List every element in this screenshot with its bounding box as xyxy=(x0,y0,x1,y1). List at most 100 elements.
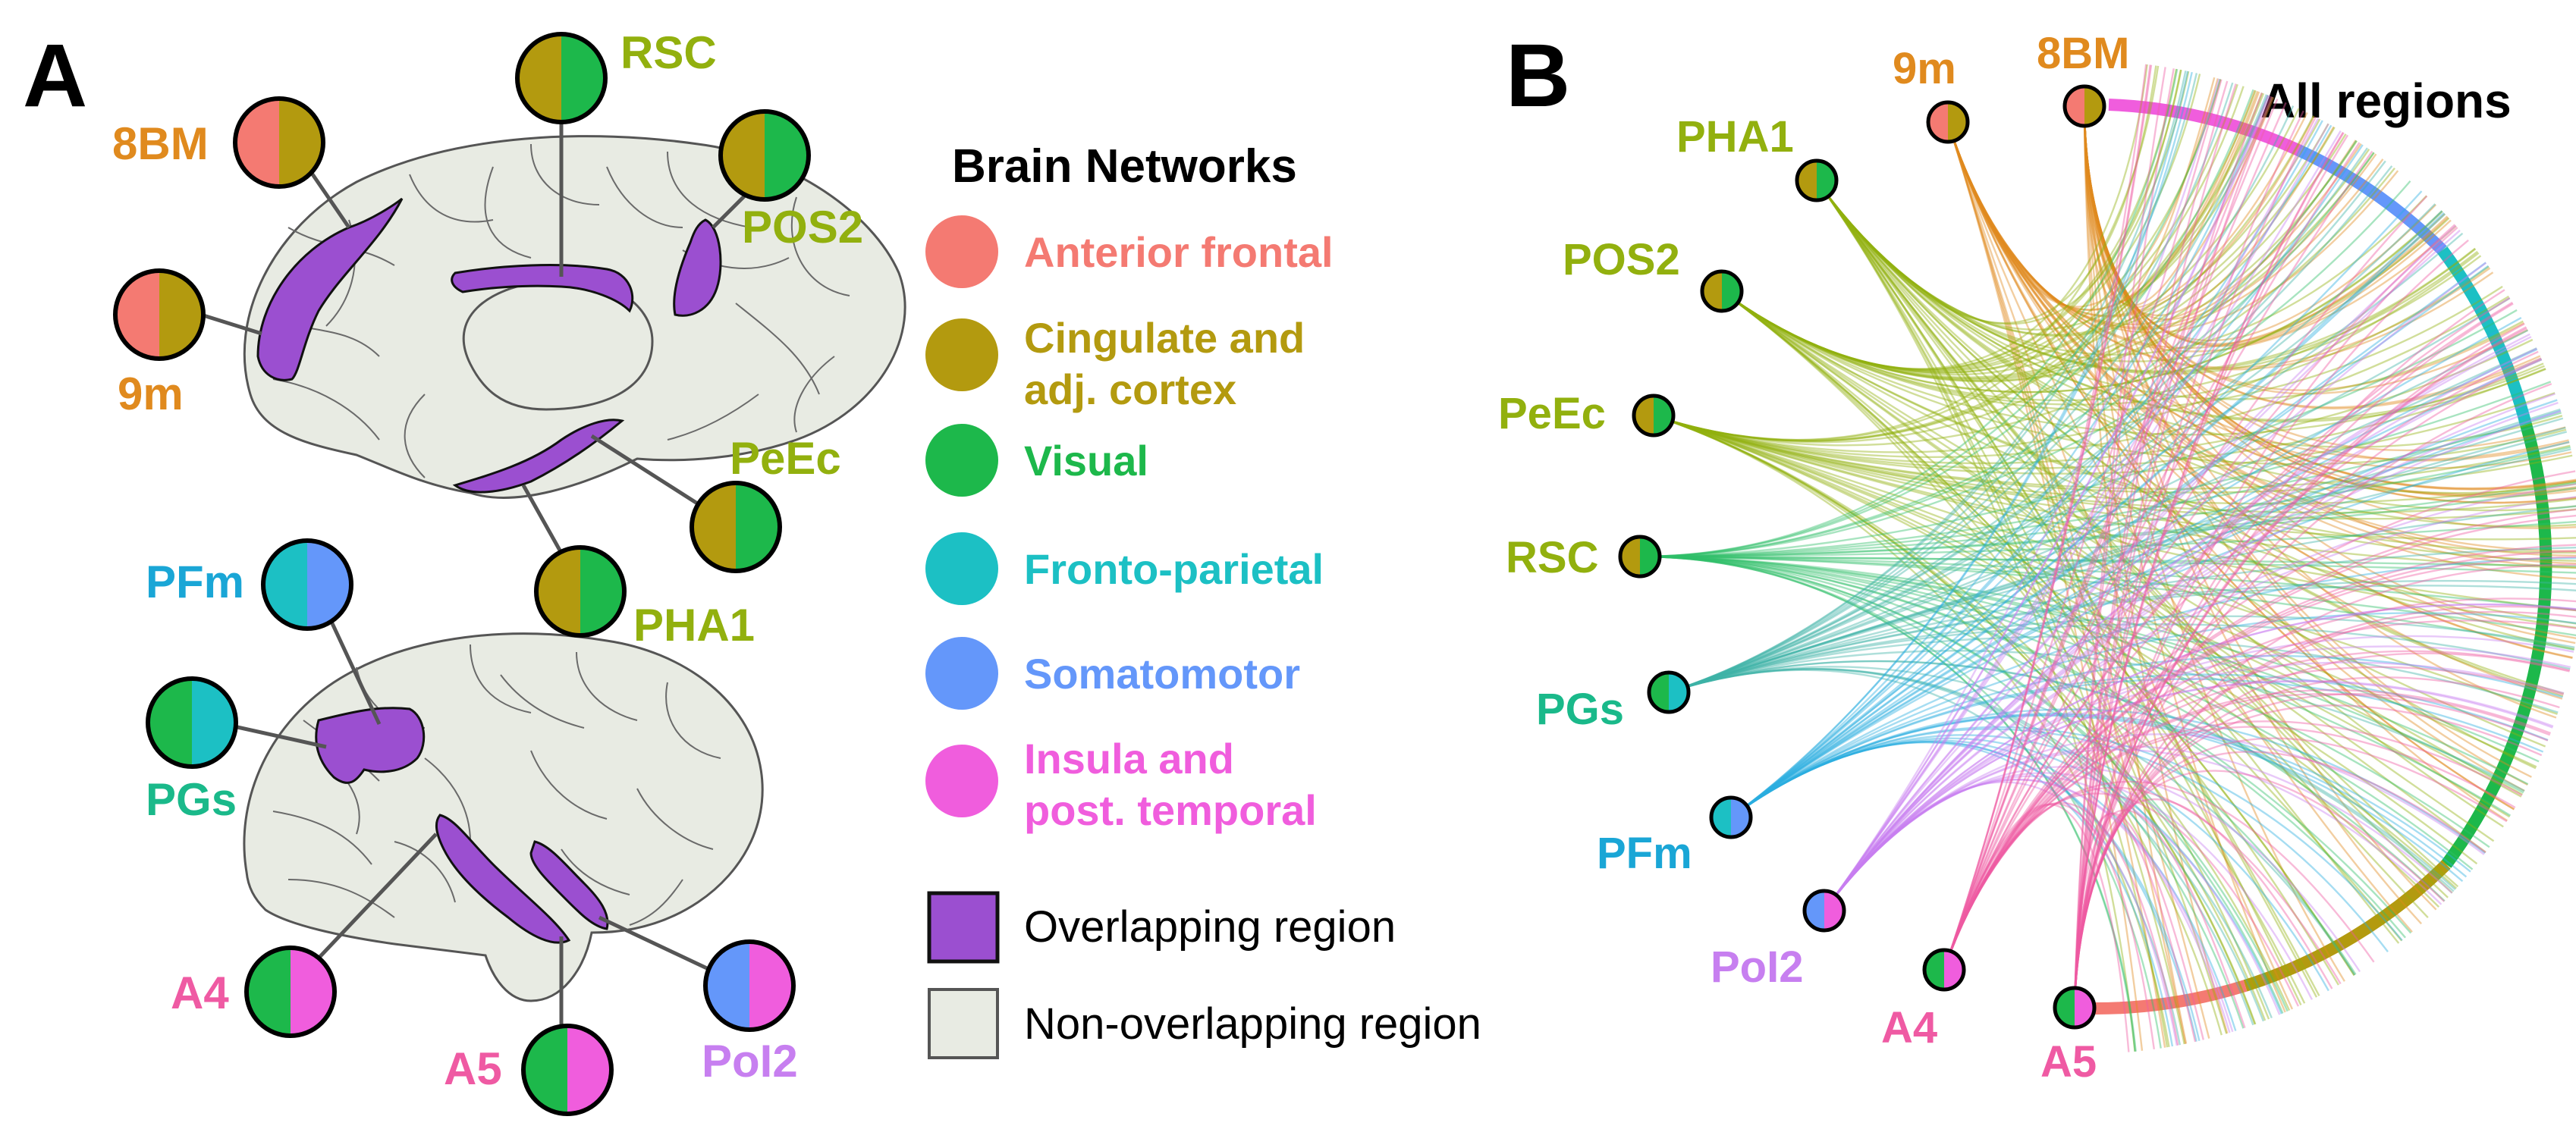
chord-link xyxy=(1653,414,2256,1025)
chord-link xyxy=(1639,381,2552,558)
chord-link xyxy=(1721,210,2443,394)
legend: Brain Networks Anterior frontal Cingulat… xyxy=(925,140,1481,1059)
chord-link xyxy=(1946,121,2525,792)
chord-link xyxy=(2073,812,2204,1040)
chord-link xyxy=(1824,333,2530,911)
all-regions-label: All regions xyxy=(2260,74,2512,128)
chord-link xyxy=(1639,555,2576,574)
chord-link xyxy=(1653,414,2440,908)
chord-link xyxy=(1824,95,2270,911)
chord-link xyxy=(1816,180,2476,372)
chord-link xyxy=(1816,180,2576,528)
chord-link xyxy=(2083,105,2437,342)
b-label-pos2: POS2 xyxy=(1563,235,1680,284)
chord-link xyxy=(1730,348,2538,818)
b-label-8bm: 8BM xyxy=(2037,29,2129,78)
chord-link xyxy=(1653,414,2537,768)
chord-link xyxy=(1639,555,2576,567)
chord-link xyxy=(2073,80,2229,1008)
node-pfm xyxy=(261,538,353,631)
chord-link xyxy=(1639,89,2254,558)
chord-link xyxy=(1653,414,2576,520)
chord-link xyxy=(1721,290,2546,748)
chord-link xyxy=(2083,105,2528,395)
chord-link xyxy=(1653,414,2571,490)
chord-link xyxy=(1943,508,2576,971)
chord-link xyxy=(1721,210,2443,394)
b-node-a5 xyxy=(2053,986,2097,1030)
chord-link xyxy=(1653,414,2558,715)
chord-link xyxy=(1653,71,2190,441)
chord-link xyxy=(1668,615,2575,694)
chord-link xyxy=(1668,203,2436,694)
b-node-pol2 xyxy=(1802,889,1846,933)
node-rsc xyxy=(515,32,608,124)
chord-link xyxy=(1943,801,2179,1046)
chord-link xyxy=(1730,71,2189,818)
chord-link xyxy=(1730,654,2563,818)
chord-link xyxy=(1730,728,2389,952)
chord-link xyxy=(1946,121,2294,1010)
chord-link xyxy=(1824,645,2571,911)
b-label-pha1: PHA1 xyxy=(1676,112,1794,162)
chord-link xyxy=(1946,121,2457,353)
chord-link xyxy=(1946,121,2576,557)
chord-link xyxy=(1730,673,2549,818)
chord-link xyxy=(1721,140,2358,381)
chord-link xyxy=(1946,121,2572,469)
chord-link xyxy=(1730,742,2174,1047)
chord-link xyxy=(1824,680,2553,911)
chord-link xyxy=(1639,180,2411,558)
chord-link xyxy=(1668,329,2529,694)
chord-link xyxy=(2083,105,2576,639)
chord-link xyxy=(1946,121,2576,495)
chord-link xyxy=(1824,778,2234,1033)
chord-link xyxy=(1639,555,2357,975)
chord-link xyxy=(1639,555,2574,651)
chord-link xyxy=(1639,412,2562,558)
b-label-9m: 9m xyxy=(1893,44,1956,93)
chord-link xyxy=(1824,635,2574,911)
chord-link xyxy=(2083,105,2566,452)
legend-label-overlap: Overlapping region xyxy=(1024,902,1396,952)
chord-link xyxy=(1943,96,2272,971)
chord-link xyxy=(2083,105,2576,565)
label-a4: A4 xyxy=(171,967,229,1018)
chord-link xyxy=(1668,585,2576,694)
chord-link xyxy=(1668,147,2368,694)
chord-link xyxy=(1943,102,2287,971)
chord-link xyxy=(1946,121,2166,1048)
chord-link xyxy=(1653,168,2395,447)
chord-link xyxy=(1824,393,2556,911)
chord-link xyxy=(1653,414,2576,514)
chord-link xyxy=(1721,290,2544,436)
b-label-pfm: PFm xyxy=(1597,829,1692,878)
chord-link xyxy=(1639,555,2524,794)
chord-link xyxy=(1721,290,2495,842)
chord-link xyxy=(1639,555,2407,939)
chord-link xyxy=(1668,623,2571,694)
chord-link xyxy=(1653,392,2556,475)
chord-link xyxy=(2073,92,2263,1008)
chord-link xyxy=(1824,95,2270,911)
label-pos2: POS2 xyxy=(742,202,863,252)
chord-link xyxy=(1653,338,2534,465)
chord-link xyxy=(2083,105,2437,911)
chord-link xyxy=(2083,105,2335,317)
legend-swatch-somatomotor xyxy=(925,637,998,710)
chord-link xyxy=(1946,121,2494,371)
chord-link xyxy=(1653,295,2509,458)
chord-link xyxy=(2073,132,2345,1008)
chord-link xyxy=(1943,786,2342,985)
chord-link xyxy=(1653,414,2576,541)
chord-link xyxy=(1943,666,2564,971)
chord-link xyxy=(2083,105,2446,345)
chord-link xyxy=(1816,180,2400,944)
chord-link xyxy=(1730,317,2522,818)
chord-link xyxy=(1730,399,2558,818)
chord-link xyxy=(1943,79,2223,971)
b-label-rsc: RSC xyxy=(1506,533,1598,582)
chord-link xyxy=(1721,290,2576,554)
chord-link xyxy=(1816,180,2576,494)
chord-link xyxy=(1668,667,2273,1018)
